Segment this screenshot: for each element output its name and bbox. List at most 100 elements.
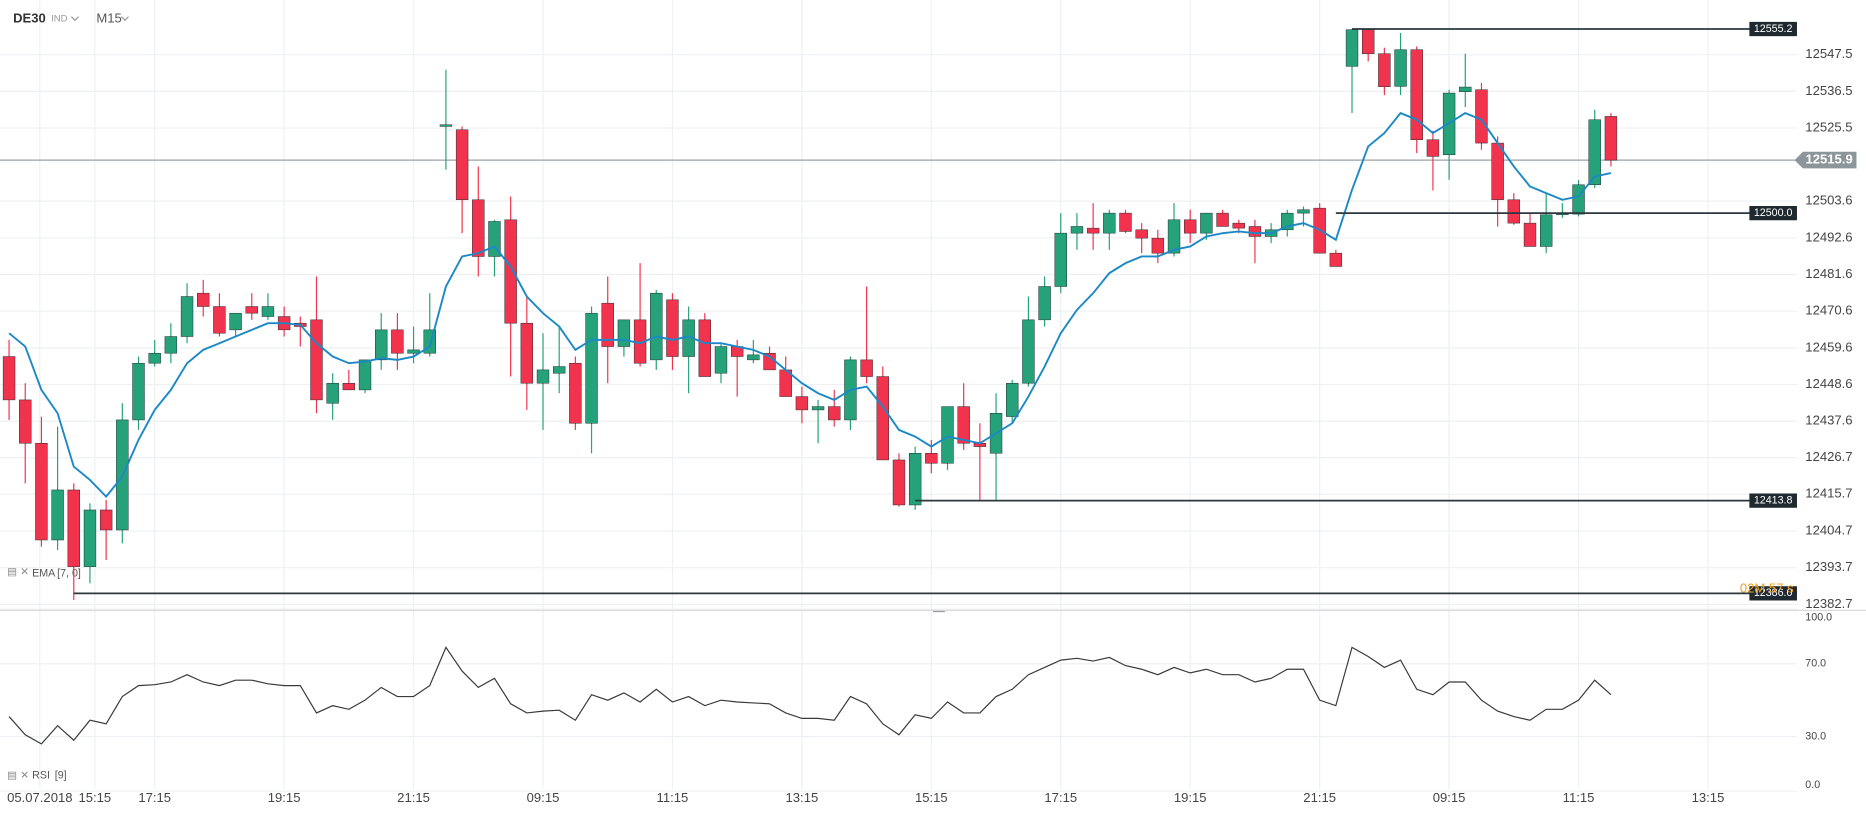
candle-body (1426, 139, 1440, 157)
level-badge (1749, 205, 1797, 221)
level-badge (1749, 21, 1797, 37)
level-badge (1749, 586, 1797, 601)
y-tick-label: 12492.6 (1805, 229, 1852, 244)
last-price-label: 12515.9 (1805, 152, 1852, 167)
x-tick-label: 21:15 (1303, 790, 1336, 805)
candle-body (1394, 49, 1407, 87)
candle-body (650, 292, 663, 361)
y-tick-label: 12503.6 (1805, 193, 1852, 208)
candle-body (1135, 229, 1148, 239)
dropdown-caret[interactable] (120, 16, 129, 22)
candle-body (213, 306, 226, 334)
candle-body (132, 362, 145, 421)
x-tick-label: 17:15 (1044, 790, 1077, 805)
candle-body (1038, 286, 1051, 321)
candle-body (1216, 212, 1229, 227)
candle-body (876, 376, 889, 461)
candle-body (1539, 214, 1553, 247)
x-tick-label: 13:15 (1692, 790, 1725, 805)
x-tick-label: 11:15 (1563, 790, 1595, 805)
y-tick-label: 12470.6 (1805, 303, 1852, 318)
candle-body (51, 489, 64, 541)
candle-body (67, 489, 80, 567)
x-tick-label: 21:15 (397, 790, 430, 805)
candle-body (1410, 49, 1423, 140)
timeframe[interactable]: M15 (96, 10, 121, 25)
level-label: 12386.0 (1754, 587, 1793, 599)
y-tick-label: 12393.7 (1805, 559, 1852, 574)
candle-body (1054, 232, 1067, 287)
candle-body (1475, 89, 1488, 144)
candle-body (1200, 212, 1213, 234)
indicator-icons[interactable]: ▤ ✕ (7, 566, 29, 578)
candle-body (617, 319, 631, 347)
candle-body (342, 382, 356, 391)
candle-body (698, 319, 711, 377)
y-tick-label: 12481.6 (1805, 266, 1852, 281)
x-tick-label: 11:15 (657, 790, 689, 805)
candle-body (569, 362, 582, 424)
candle-body (795, 396, 809, 411)
level-label: 12555.2 (1754, 23, 1793, 35)
candle-timer: 02M 57 s (1740, 580, 1794, 595)
candle-body (553, 366, 566, 374)
candle-body (375, 329, 388, 361)
y-tick-label: 12404.7 (1805, 522, 1852, 537)
candle-body (1378, 53, 1391, 87)
rsi-label: RSI (32, 770, 50, 782)
candle-body (391, 329, 404, 354)
ema-params: [7, 0] (57, 567, 81, 579)
candle-body (1329, 252, 1343, 267)
candle-body (585, 312, 598, 424)
candle-body (1248, 226, 1262, 237)
y-tick-label: 12525.5 (1805, 120, 1852, 135)
candle-body (472, 199, 485, 257)
x-tick-label: 17:15 (138, 790, 171, 805)
candle-body (860, 359, 873, 377)
candle-body (1507, 199, 1521, 224)
candle-body (828, 406, 841, 421)
rsi-tick-label: 30.0 (1805, 730, 1826, 742)
symbol[interactable]: DE30 (13, 10, 46, 25)
rsi-tick-label: 0.0 (1805, 779, 1820, 791)
candle-body (1297, 209, 1310, 214)
level-badge (1749, 493, 1797, 508)
candle-body (666, 299, 679, 357)
y-tick-label: 12547.5 (1805, 46, 1852, 61)
y-tick-label: 12426.7 (1805, 449, 1852, 464)
x-tick-label: 19:15 (1174, 790, 1207, 805)
candle-body (488, 221, 501, 257)
candle-body (83, 509, 97, 567)
rsi-line (8, 646, 1612, 745)
indicator-icons[interactable]: ▤ ✕ (7, 770, 29, 782)
y-tick-label: 12448.6 (1805, 376, 1852, 391)
x-tick-label: 09:15 (1433, 790, 1466, 805)
candle-body (407, 349, 420, 354)
ema-label: EMA (32, 567, 56, 579)
rsi-params: [9] (55, 770, 67, 782)
candle-body (1362, 29, 1375, 54)
candle-body (245, 306, 258, 314)
candle-body (925, 453, 938, 464)
y-tick-label: 12459.6 (1805, 339, 1852, 354)
candle-body (504, 219, 517, 324)
candle-body (1345, 29, 1359, 67)
candle-body (439, 124, 453, 127)
candle-body (19, 399, 32, 444)
candle-body (455, 129, 469, 201)
candle-body (1006, 382, 1019, 417)
candle-body (941, 406, 954, 464)
candle-body (520, 322, 534, 384)
candle-body (358, 359, 372, 391)
candle-body (1103, 212, 1116, 234)
candle-body (1572, 184, 1585, 215)
candle-body (1232, 222, 1245, 229)
candle-body (99, 509, 113, 531)
candle-body (1167, 219, 1181, 254)
dropdown-caret[interactable] (70, 16, 79, 22)
level-label: 12413.8 (1754, 494, 1793, 506)
candle-body (1022, 319, 1035, 384)
candle-body (1119, 212, 1132, 232)
